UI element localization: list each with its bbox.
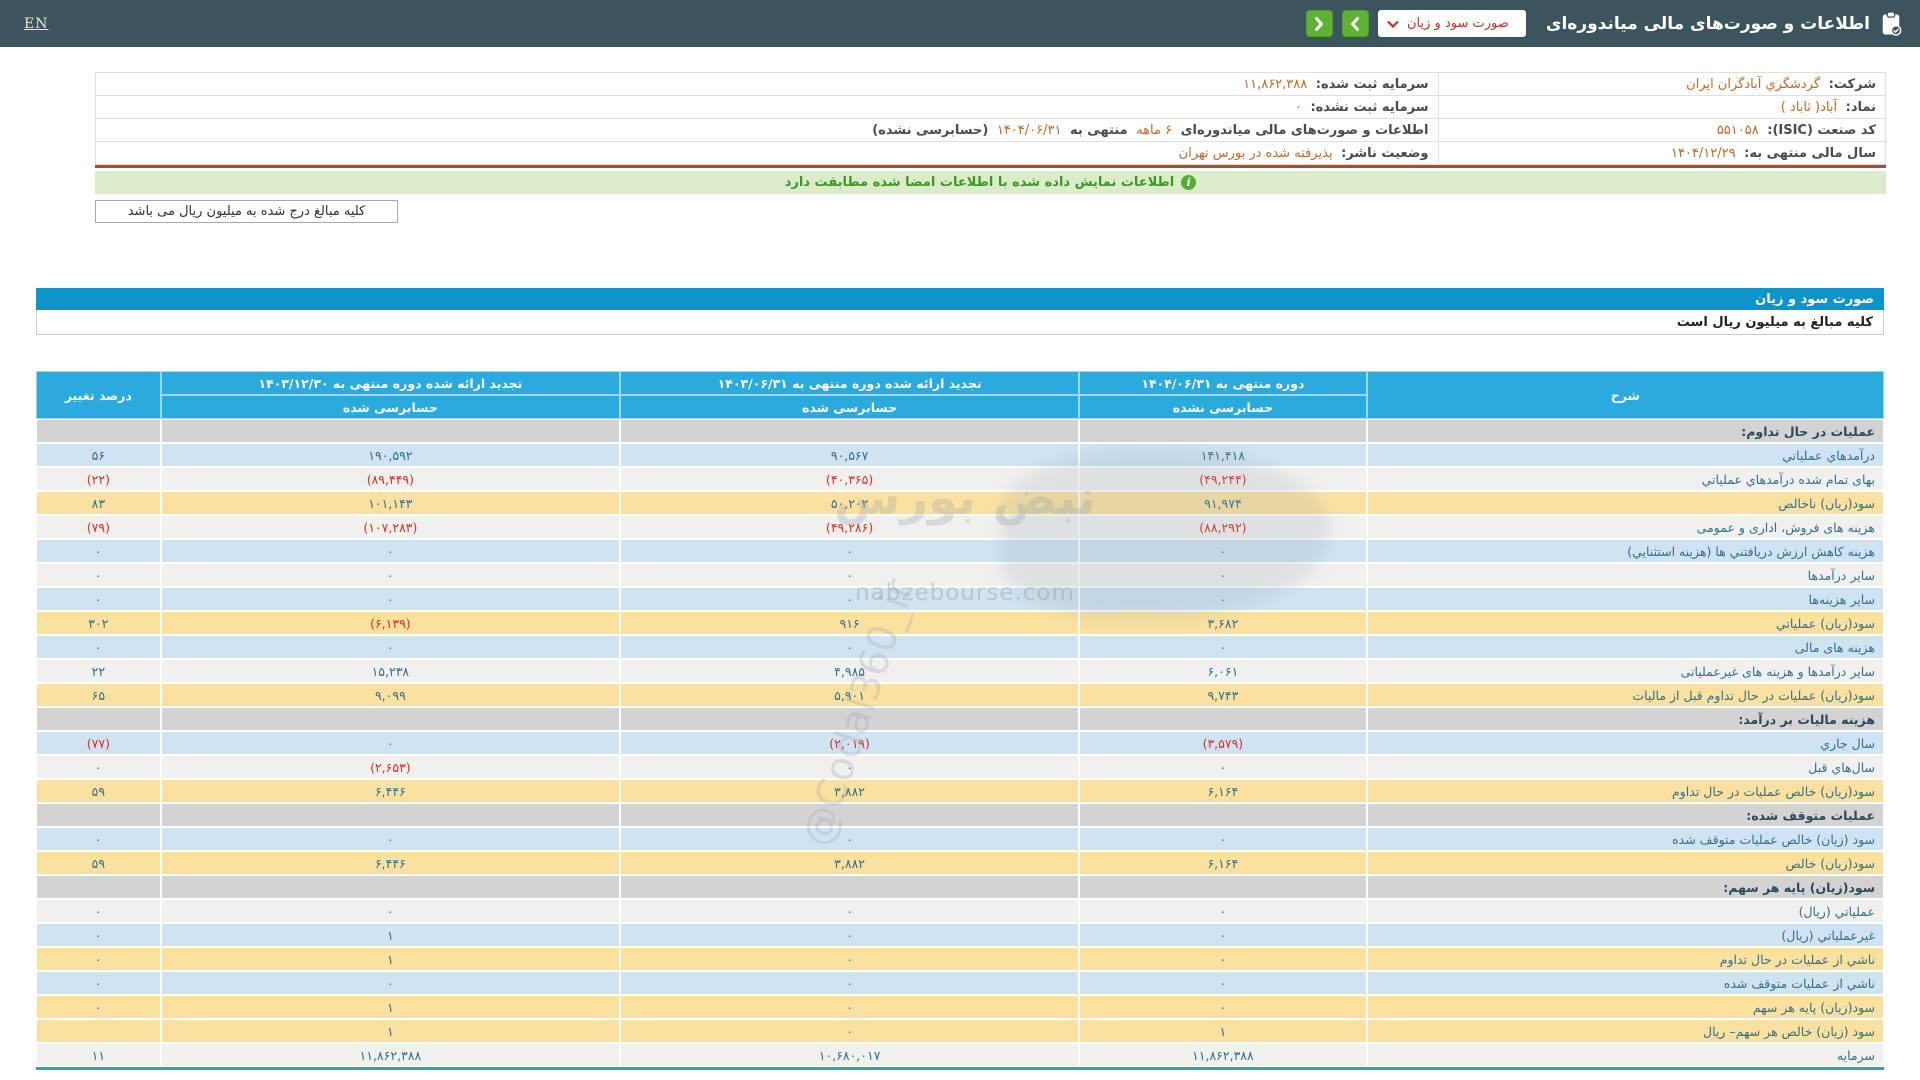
table-row: سایر هزینه‌ها ۰ ۰ ۰ ۰ bbox=[36, 587, 1884, 611]
col-header-restated-annual: تجدید ارائه شده دوره منتهی به ۱۴۰۳/۱۲/۳۰ bbox=[160, 371, 620, 395]
period-line-mid: منتهی به bbox=[1070, 122, 1128, 138]
col-header-change-percent: درصد تغییر bbox=[36, 371, 161, 419]
period-line-pre: اطلاعات و صورت‌های مالی میاندوره‌ای bbox=[1180, 122, 1429, 138]
symbol-label: نماد: bbox=[1845, 99, 1876, 115]
table-row: سود(زیان) خالص عملیات در حال تداوم ۶,۱۶۴ ۳… bbox=[36, 779, 1884, 803]
col-header-description: شرح bbox=[1366, 371, 1884, 419]
section-row: عملیات در حال تداوم: bbox=[36, 419, 1884, 443]
table-row: عملیاتي (ریال) ۰ ۰ ۰ ۰ bbox=[36, 899, 1884, 923]
section-row: سود(زیان) پایه هر سهم: bbox=[36, 875, 1884, 899]
table-row: سایر درآمدها و هزینه های غیرعملیاتی ۶,۰۶۱… bbox=[36, 659, 1884, 683]
unregistered-capital-value: ۰ bbox=[1294, 99, 1302, 115]
table-row: غیرعملیاتي (ریال) ۰ ۰ ۱ ۰ bbox=[36, 923, 1884, 947]
amounts-unit-box: کلیه مبالغ درج شده به میلیون ریال می باش… bbox=[95, 200, 398, 223]
income-statement-table-wrap: شرح دوره منتهی به ۱۴۰۴/۰۶/۳۱ تجدید ارائه… bbox=[36, 371, 1884, 1070]
col-header-current-period: دوره منتهی به ۱۴۰۴/۰۶/۳۱ bbox=[1079, 371, 1367, 395]
col-header-restated-halfyear: تجدید ارائه شده دوره منتهی به ۱۴۰۳/۰۶/۳۱ bbox=[619, 371, 1080, 395]
unregistered-capital-label: سرمایه ثبت نشده: bbox=[1310, 99, 1429, 115]
table-row: سود (زیان) خالص عملیات متوقف شده ۰ ۰ ۰ ۰ bbox=[36, 827, 1884, 851]
table-row: سود(زیان) پایه هر سهم ۰ ۰ ۱ ۰ bbox=[36, 995, 1884, 1019]
table-row: هزینه های مالی ۰ ۰ ۰ ۰ bbox=[36, 635, 1884, 659]
report-type-value: صورت سود و زیان bbox=[1407, 16, 1509, 31]
statement-unit-note: کلیه مبالغ به میلیون ریال است bbox=[36, 310, 1884, 335]
signature-match-banner: i اطلاعات نمایش داده شده با اطلاعات امضا… bbox=[95, 171, 1886, 194]
prev-report-button[interactable] bbox=[1341, 10, 1369, 37]
period-line-post: (حسابرسی نشده) bbox=[872, 122, 989, 138]
table-row: درآمدهاي عملیاتي ۱۴۱,۴۱۸ ۹۰,۵۶۷ ۱۹۰,۵۹۲ ۵۶ bbox=[36, 443, 1884, 467]
company-label: شرکت: bbox=[1828, 76, 1876, 92]
company-info-table: شرکت: گردشگري آبادگران ایران سرمایه ثبت … bbox=[95, 72, 1886, 165]
page-title: اطلاعات و صورت‌های مالی میاندوره‌ای bbox=[1545, 13, 1870, 34]
table-row: شرکت: گردشگري آبادگران ایران سرمایه ثبت … bbox=[95, 72, 1886, 96]
table-row: سود (زیان) خالص هر سهم– ریال ۱ ۰ ۱ bbox=[36, 1019, 1884, 1043]
language-toggle-en[interactable]: EN bbox=[24, 15, 49, 32]
banner-text: اطلاعات نمایش داده شده با اطلاعات امضا ش… bbox=[784, 175, 1175, 190]
fiscal-year-value: ۱۴۰۴/۱۲/۲۹ bbox=[1670, 145, 1736, 161]
chevron-down-icon bbox=[1387, 20, 1399, 28]
section-row: هزینه مالیات بر درآمد: bbox=[36, 707, 1884, 731]
issuer-status-value: پذیرفته شده در بورس تهران bbox=[1178, 145, 1333, 161]
table-row: ناشي از عملیات متوقف شده ۰ ۰ ۰ ۰ bbox=[36, 971, 1884, 995]
isic-label: کد صنعت (ISIC): bbox=[1767, 122, 1876, 138]
table-header-row: حسابرسی نشده حسابرسی شده حسابرسی شده bbox=[36, 395, 1884, 419]
table-row: سال مالی منتهی به: ۱۴۰۴/۱۲/۲۹ وضعیت ناشر… bbox=[95, 141, 1886, 165]
statement-title-bar: صورت سود و زیان bbox=[36, 288, 1884, 310]
fiscal-year-label: سال مالی منتهی به: bbox=[1744, 145, 1876, 161]
table-row: نماد: آباد( ثاباد ) سرمایه ثبت نشده: ۰ bbox=[95, 95, 1886, 119]
table-row: ناشي از عملیات در حال تداوم ۰ ۰ ۱ ۰ bbox=[36, 947, 1884, 971]
registered-capital-label: سرمایه ثبت شده: bbox=[1315, 76, 1429, 92]
table-row: سال جاري (۳,۵۷۹) (۲,۰۱۹) ۰ (۷۷) bbox=[36, 731, 1884, 755]
table-header-row: شرح دوره منتهی به ۱۴۰۴/۰۶/۳۱ تجدید ارائه… bbox=[36, 371, 1884, 419]
top-header-bar: اطلاعات و صورت‌های مالی میاندوره‌ای صورت… bbox=[0, 0, 1920, 47]
statement-title: صورت سود و زیان bbox=[1755, 291, 1874, 307]
company-name: گردشگري آبادگران ایران bbox=[1686, 76, 1821, 92]
table-row: هزینه کاهش ارزش دریافتني ها (هزینه استثن… bbox=[36, 539, 1884, 563]
table-row: سود(زیان) عملیاتي ۳,۶۸۲ ۹۱۶ (۶,۱۳۹) ۳۰۲ bbox=[36, 611, 1884, 635]
audit-status-restated-halfyear: حسابرسی شده bbox=[619, 395, 1080, 419]
info-icon: i bbox=[1181, 175, 1197, 190]
symbol-value: آباد( ثاباد ) bbox=[1780, 99, 1838, 115]
registered-capital-value: ۱۱,۸۶۲,۳۸۸ bbox=[1243, 76, 1308, 92]
table-row: سایر درآمدها ۰ ۰ ۰ ۰ bbox=[36, 563, 1884, 587]
statement-section: صورت سود و زیان کلیه مبالغ به میلیون ریا… bbox=[36, 288, 1884, 335]
table-row: کد صنعت (ISIC): ۵۵۱۰۵۸ اطلاعات و صورت‌ها… bbox=[95, 118, 1886, 142]
company-info-section: شرکت: گردشگري آبادگران ایران سرمایه ثبت … bbox=[95, 72, 1886, 194]
amounts-unit-text: کلیه مبالغ درج شده به میلیون ریال می باش… bbox=[127, 204, 366, 219]
red-divider bbox=[95, 165, 1886, 168]
issuer-status-label: وضعیت ناشر: bbox=[1341, 145, 1429, 161]
audit-status-restated-annual: حسابرسی شده bbox=[160, 395, 620, 419]
income-statement-table: شرح دوره منتهی به ۱۴۰۴/۰۶/۳۱ تجدید ارائه… bbox=[36, 371, 1884, 1070]
table-row: سود(زیان) عملیات در حال تداوم قبل از مال… bbox=[36, 683, 1884, 707]
table-row: سال‌هاي قبل ۰ ۰ (۲,۶۵۳) ۰ bbox=[36, 755, 1884, 779]
clipboard-check-icon bbox=[1880, 10, 1902, 37]
next-report-button[interactable] bbox=[1305, 10, 1333, 37]
report-type-select[interactable]: صورت سود و زیان bbox=[1377, 10, 1526, 37]
table-row: سود(زیان) ناخالص ۹۱,۹۷۴ ۵۰,۲۰۲ ۱۰۱,۱۴۳ ۸۳ bbox=[36, 491, 1884, 515]
page-title-group: اطلاعات و صورت‌های مالی میاندوره‌ای bbox=[1546, 10, 1902, 37]
table-row: سود(زیان) خالص ۶,۱۶۴ ۳,۸۸۲ ۶,۴۴۶ ۵۹ bbox=[36, 851, 1884, 875]
section-row: عملیات متوقف شده: bbox=[36, 803, 1884, 827]
table-row: هزینه های فروش، اداری و عمومی (۸۸,۲۹۲) (۴۹… bbox=[36, 515, 1884, 539]
table-row: سرمایه ۱۱,۸۶۲,۳۸۸ ۱۰,۶۸۰,۰۱۷ ۱۱,۸۶۲,۳۸۸ ۱۱ bbox=[36, 1043, 1884, 1067]
audit-status-current: حسابرسی نشده bbox=[1079, 395, 1367, 419]
period-line-date: ۱۴۰۴/۰۶/۳۱ bbox=[996, 122, 1062, 138]
isic-value: ۵۵۱۰۵۸ bbox=[1716, 122, 1759, 138]
table-row: بهای تمام شده درآمدهاي عملیاتي (۴۹,۲۴۴) (۴… bbox=[36, 467, 1884, 491]
period-line-months: ۶ ماهه bbox=[1136, 122, 1173, 138]
